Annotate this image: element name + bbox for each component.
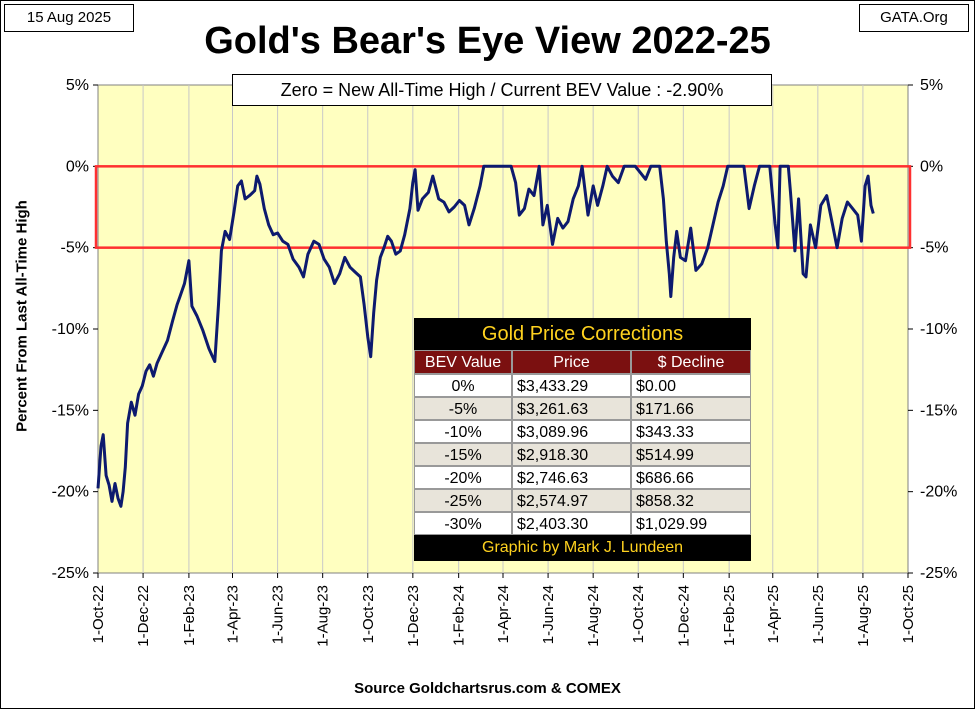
table-cell: $0.00: [631, 374, 751, 397]
y-tick-label: 5%: [66, 77, 89, 94]
bev-series-line: [96, 164, 875, 508]
table-cell: $514.99: [631, 443, 751, 466]
chart-subtitle: Zero = New All-Time High / Current BEV V…: [232, 74, 772, 106]
chart-title: Gold's Bear's Eye View 2022-25: [204, 20, 771, 62]
table-cell: $2,403.30: [512, 512, 631, 535]
x-tick-label: 1-Aug-24: [585, 585, 602, 647]
source-footer: Source Goldchartsrus.com & COMEX: [354, 680, 621, 697]
x-tick-label: 1-Jun-24: [540, 585, 557, 644]
table-cell: $171.66: [631, 397, 751, 420]
table-cell: -10%: [414, 420, 512, 443]
x-tick-label: 1-Oct-23: [360, 585, 377, 643]
table-cell: $3,433.29: [512, 374, 631, 397]
date-label: 15 Aug 2025: [4, 4, 134, 32]
x-tick-label: 1-Dec-22: [135, 585, 152, 647]
y-tick-label: -10%: [52, 321, 89, 338]
table-cell: $2,574.97: [512, 489, 631, 512]
y-tick-label: -25%: [52, 565, 89, 582]
table-cell: 0%: [414, 374, 512, 397]
x-tick-label: 1-Jun-25: [810, 585, 827, 644]
x-tick-label: 1-Feb-24: [451, 585, 468, 646]
table-row: -20% $2,746.63 $686.66: [414, 466, 751, 489]
y-tick-label-right: -20%: [920, 484, 957, 501]
table-cell: $1,029.99: [631, 512, 751, 535]
source-site-label: GATA.Org: [859, 4, 969, 32]
y-tick-label: -15%: [52, 402, 89, 419]
table-header-row: BEV Value Price $ Decline: [414, 350, 751, 374]
table-cell: -15%: [414, 443, 512, 466]
table-footer: Graphic by Mark J. Lundeen: [482, 539, 683, 556]
table-cell: $3,089.96: [512, 420, 631, 443]
x-tick-label: 1-Oct-24: [630, 585, 647, 643]
x-tick-label: 1-Aug-25: [855, 585, 872, 647]
table-cell: $2,746.63: [512, 466, 631, 489]
y-tick-label-right: -10%: [920, 321, 957, 338]
table-cell: $3,261.63: [512, 397, 631, 420]
x-tick-label: 1-Dec-23: [405, 585, 422, 647]
table-header-cell: $ Decline: [631, 350, 751, 374]
y-tick-label: 0%: [66, 158, 89, 175]
table-title: Gold Price Corrections: [481, 323, 684, 345]
table-row: -15% $2,918.30 $514.99: [414, 443, 751, 466]
y-axis-label: Percent From Last All-Time High: [13, 200, 31, 432]
x-tick-label: 1-Feb-25: [721, 585, 738, 646]
table-cell: $343.33: [631, 420, 751, 443]
table-row: -10% $3,089.96 $343.33: [414, 420, 751, 443]
y-tick-label-right: 0%: [920, 158, 943, 175]
table-cell: $858.32: [631, 489, 751, 512]
x-tick-label: 1-Jun-23: [270, 585, 287, 644]
table-header-cell: BEV Value: [414, 350, 512, 374]
table-cell: $686.66: [631, 466, 751, 489]
x-tick-label: 1-Oct-25: [900, 585, 917, 643]
x-tick-label: 1-Dec-24: [675, 585, 692, 647]
table-cell: $2,918.30: [512, 443, 631, 466]
x-tick-label: 1-Aug-23: [315, 585, 332, 647]
y-tick-label-right: -5%: [920, 240, 948, 257]
table-cell: -25%: [414, 489, 512, 512]
table-row: -25% $2,574.97 $858.32: [414, 489, 751, 512]
corrections-table: Gold Price Corrections BEV Value Price $…: [414, 318, 751, 561]
y-tick-label: -5%: [61, 240, 89, 257]
y-tick-label: -20%: [52, 484, 89, 501]
table-row: -5% $3,261.63 $171.66: [414, 397, 751, 420]
y-tick-label-right: 5%: [920, 77, 943, 94]
table-row: 0% $3,433.29 $0.00: [414, 374, 751, 397]
table-cell: -5%: [414, 397, 512, 420]
x-tick-label: 1-Oct-22: [90, 585, 107, 643]
table-row: -30% $2,403.30 $1,029.99: [414, 512, 751, 535]
x-tick-label: 1-Apr-25: [765, 585, 782, 643]
x-tick-label: 1-Apr-23: [225, 585, 242, 643]
y-tick-label-right: -15%: [920, 402, 957, 419]
x-tick-label: 1-Feb-23: [181, 585, 198, 646]
table-cell: -30%: [414, 512, 512, 535]
y-tick-label-right: -25%: [920, 565, 957, 582]
table-cell: -20%: [414, 466, 512, 489]
table-header-cell: Price: [512, 350, 631, 374]
x-tick-label: 1-Apr-24: [495, 585, 512, 643]
